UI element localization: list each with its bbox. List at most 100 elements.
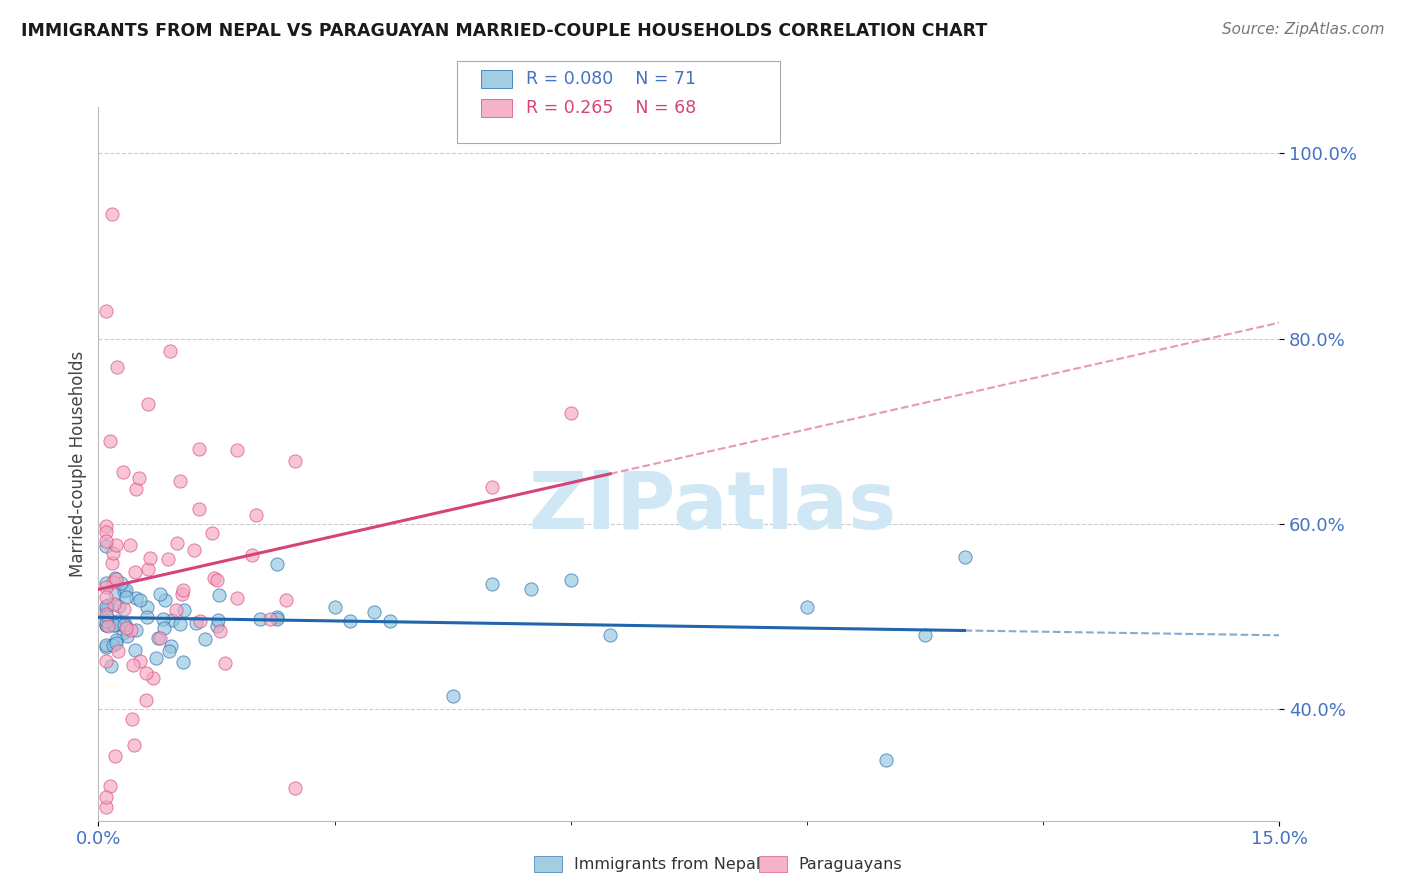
Point [169,474,191,488]
Point [96,799,118,814]
Point [114,621,136,635]
Point [96,580,118,594]
Point [520,582,543,596]
Point [188,442,211,457]
Text: R = 0.080    N = 71: R = 0.080 N = 71 [526,70,696,88]
Point [153,593,176,607]
Point [149,587,172,601]
Point [183,542,205,557]
Point [124,565,146,579]
Point [914,628,936,642]
Point [112,618,135,632]
Point [226,591,249,606]
Text: Paraguayans: Paraguayans [799,857,903,871]
Text: IMMIGRANTS FROM NEPAL VS PARAGUAYAN MARRIED-COUPLE HOUSEHOLDS CORRELATION CHART: IMMIGRANTS FROM NEPAL VS PARAGUAYAN MARR… [21,22,987,40]
Point [145,651,167,665]
Point [124,643,146,657]
Point [108,616,131,631]
Point [129,592,152,607]
Point [121,712,143,726]
Point [120,624,142,638]
Point [96,518,118,533]
Point [105,359,128,374]
Point [201,525,224,540]
Point [112,602,135,616]
Point [953,549,976,564]
Point [875,753,897,767]
Point [101,206,124,220]
Point [378,615,401,629]
Point [104,572,127,586]
Point [560,406,582,420]
Point [188,502,211,516]
Text: R = 0.265    N = 68: R = 0.265 N = 68 [526,99,696,117]
Point [188,615,211,629]
Point [111,465,134,479]
Point [96,304,118,318]
Point [124,591,146,606]
Point [441,689,464,703]
Point [101,556,124,570]
Point [205,573,228,587]
Point [284,454,307,468]
Point [96,618,118,632]
Point [259,612,281,626]
Point [266,612,288,626]
Point [96,599,118,613]
Point [107,644,129,658]
Point [152,612,174,626]
Point [104,571,127,585]
Point [128,471,150,485]
Point [205,619,228,633]
Point [208,624,231,638]
Point [100,779,122,793]
Point [194,632,217,647]
Point [599,628,621,642]
Point [184,615,207,630]
Point [159,639,181,653]
Point [96,609,118,624]
Point [96,790,118,805]
Y-axis label: Married-couple Households: Married-couple Households [69,351,87,577]
Point [225,442,247,457]
Point [138,396,160,410]
Point [135,692,157,706]
Point [142,671,165,685]
Point [481,480,503,494]
Text: Source: ZipAtlas.com: Source: ZipAtlas.com [1222,22,1385,37]
Point [240,548,263,562]
Point [96,638,118,652]
Point [284,781,307,796]
Point [101,574,124,589]
Point [104,538,127,552]
Point [110,576,132,591]
Point [124,482,146,496]
Text: ZIPatlas: ZIPatlas [529,467,897,546]
Point [112,584,135,599]
Point [125,624,148,638]
Point [118,538,141,552]
Point [136,610,159,624]
Point [129,654,152,668]
Point [104,748,127,763]
Point [104,636,127,650]
Point [339,615,361,629]
Point [96,607,118,621]
Point [146,631,169,645]
Point [160,613,183,627]
Point [481,577,503,591]
Text: Immigrants from Nepal: Immigrants from Nepal [574,857,761,871]
Point [172,583,194,598]
Point [796,600,818,615]
Point [115,628,138,642]
Point [96,599,118,613]
Point [170,586,193,600]
Point [122,739,145,753]
Point [266,557,288,571]
Point [115,583,138,598]
Point [135,665,157,680]
Point [104,586,127,600]
Point [166,535,188,549]
Point [138,562,160,576]
Point [111,625,134,640]
